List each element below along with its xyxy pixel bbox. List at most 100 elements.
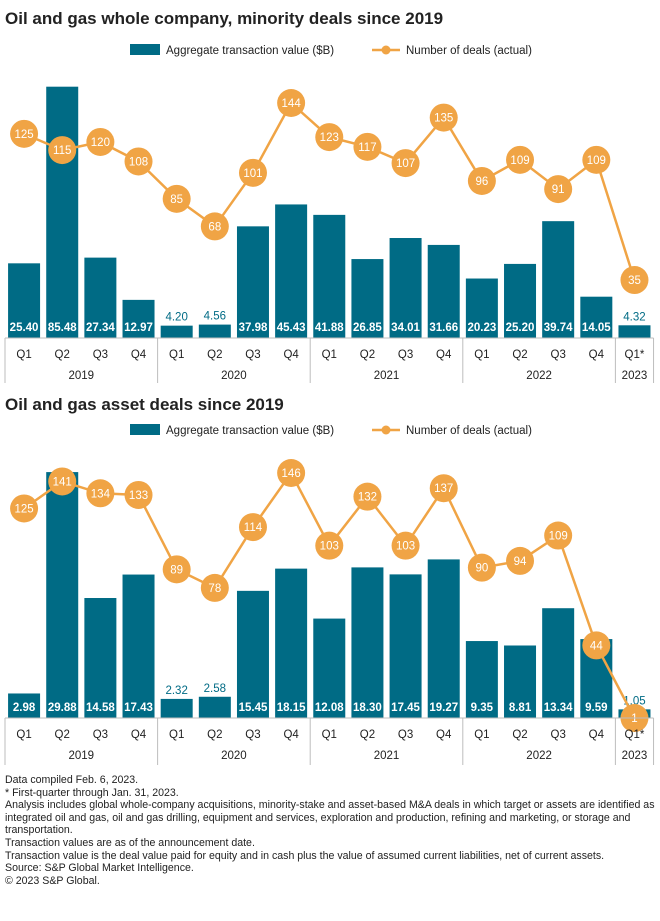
deal-value-label: 144 <box>282 98 302 110</box>
quarter-tick-label: Q4 <box>283 349 299 361</box>
bar-value-label: 41.88 <box>315 322 344 334</box>
bar <box>351 259 384 338</box>
deal-marker <box>506 145 535 174</box>
year-tick-label: 2023 <box>622 750 648 762</box>
deal-value-label: 134 <box>91 488 111 500</box>
quarter-tick-label: Q1 <box>322 349 337 361</box>
deal-marker <box>238 513 267 542</box>
quarter-tick-label: Q2 <box>360 729 375 741</box>
bar-value-label: 34.01 <box>391 322 420 334</box>
legend-line-label: Number of deals (actual) <box>406 425 532 437</box>
deal-value-label: 68 <box>208 221 221 233</box>
quarter-tick-label: Q4 <box>436 349 452 361</box>
deal-value-label: 137 <box>434 483 453 495</box>
note-first-quarter: * First-quarter through Jan. 31, 2023. <box>5 786 179 799</box>
quarter-tick-label: Q3 <box>245 729 260 741</box>
bar-value-label: 26.85 <box>353 322 382 334</box>
deal-marker <box>391 149 420 178</box>
bar-value-label: 14.58 <box>86 702 115 714</box>
bar <box>504 645 537 718</box>
bar-value-label: 45.43 <box>277 322 306 334</box>
deal-value-label: 44 <box>590 640 603 652</box>
bar-value-label: 4.56 <box>204 311 226 323</box>
year-tick-label: 2021 <box>374 370 400 382</box>
quarter-tick-label: Q3 <box>93 349 108 361</box>
deal-marker <box>10 494 39 523</box>
quarter-tick-label: Q1 <box>169 349 184 361</box>
legend-bar-label: Aggregate transaction value ($B) <box>166 425 334 437</box>
deal-marker <box>467 553 496 582</box>
deal-marker <box>582 145 611 174</box>
legend-bar-label: Aggregate transaction value ($B) <box>166 45 334 57</box>
bar <box>465 278 498 338</box>
deal-marker <box>200 573 229 602</box>
bar <box>46 472 79 718</box>
deal-marker <box>162 184 191 213</box>
bar <box>313 618 346 718</box>
deal-marker <box>200 212 229 241</box>
quarter-tick-label: Q3 <box>398 349 413 361</box>
footnotes: Data compiled Feb. 6, 2023. * First-quar… <box>5 774 655 887</box>
bar <box>542 221 575 338</box>
bar-value-label: 14.05 <box>582 322 611 334</box>
bar <box>236 590 269 718</box>
bar <box>122 299 155 338</box>
deal-value-label: 132 <box>358 492 377 504</box>
deal-value-label: 146 <box>282 468 301 480</box>
deal-value-label: 78 <box>208 583 221 595</box>
quarter-tick-label: Q1* <box>625 349 645 361</box>
year-tick-label: 2019 <box>69 370 95 382</box>
chart-title: Oil and gas whole company, minority deal… <box>5 9 443 28</box>
quarter-tick-label: Q2 <box>512 349 527 361</box>
deal-value-label: 103 <box>396 541 415 553</box>
deal-value-label: 133 <box>129 490 148 502</box>
deal-value-label: 89 <box>170 564 183 576</box>
deal-value-label: 125 <box>14 129 33 141</box>
deal-value-label: 103 <box>320 541 339 553</box>
quarter-tick-label: Q1 <box>169 729 184 741</box>
bar-value-label: 18.15 <box>277 702 306 714</box>
deal-marker <box>86 479 115 508</box>
deal-marker <box>124 147 153 176</box>
deal-marker <box>506 546 535 575</box>
deal-marker <box>48 467 77 496</box>
quarter-tick-label: Q3 <box>551 729 566 741</box>
bar <box>313 214 346 338</box>
legend-line-marker <box>381 425 391 435</box>
note-analysis: Analysis includes global whole-company a… <box>5 799 655 837</box>
legend-line-marker <box>381 45 391 55</box>
quarter-tick-label: Q3 <box>93 729 108 741</box>
quarter-tick-label: Q4 <box>131 349 147 361</box>
quarter-tick-label: Q4 <box>589 729 605 741</box>
deal-value-label: 117 <box>358 142 376 154</box>
bar-value-label: 1.05 <box>623 695 645 707</box>
deal-value-label: 91 <box>552 184 565 196</box>
quarter-tick-label: Q4 <box>131 729 147 741</box>
deal-marker <box>124 480 153 509</box>
deal-marker <box>162 555 191 584</box>
bar-value-label: 2.98 <box>13 702 36 714</box>
bar <box>198 696 231 718</box>
deal-value-label: 96 <box>475 176 488 188</box>
bar-value-label: 31.66 <box>429 322 458 334</box>
deal-marker <box>467 166 496 195</box>
quarter-tick-label: Q2 <box>207 729 222 741</box>
note-transaction-value: Transaction value is the deal value paid… <box>5 849 605 862</box>
bar-value-label: 25.40 <box>10 322 39 334</box>
bar <box>427 559 460 718</box>
bar <box>46 86 79 338</box>
bar <box>198 324 231 338</box>
deal-value-label: 109 <box>549 531 568 543</box>
deal-value-label: 123 <box>320 132 339 144</box>
bar-value-label: 15.45 <box>239 702 268 714</box>
deal-value-label: 114 <box>244 522 263 534</box>
quarter-tick-label: Q4 <box>589 349 605 361</box>
note-copyright: © 2023 S&P Global. <box>5 874 100 887</box>
quarter-tick-label: Q4 <box>283 729 299 741</box>
bar-value-label: 25.20 <box>506 322 535 334</box>
deal-value-label: 135 <box>434 113 453 125</box>
bar-value-label: 85.48 <box>48 322 77 334</box>
deal-value-label: 1 <box>631 713 637 725</box>
bar <box>465 641 498 718</box>
